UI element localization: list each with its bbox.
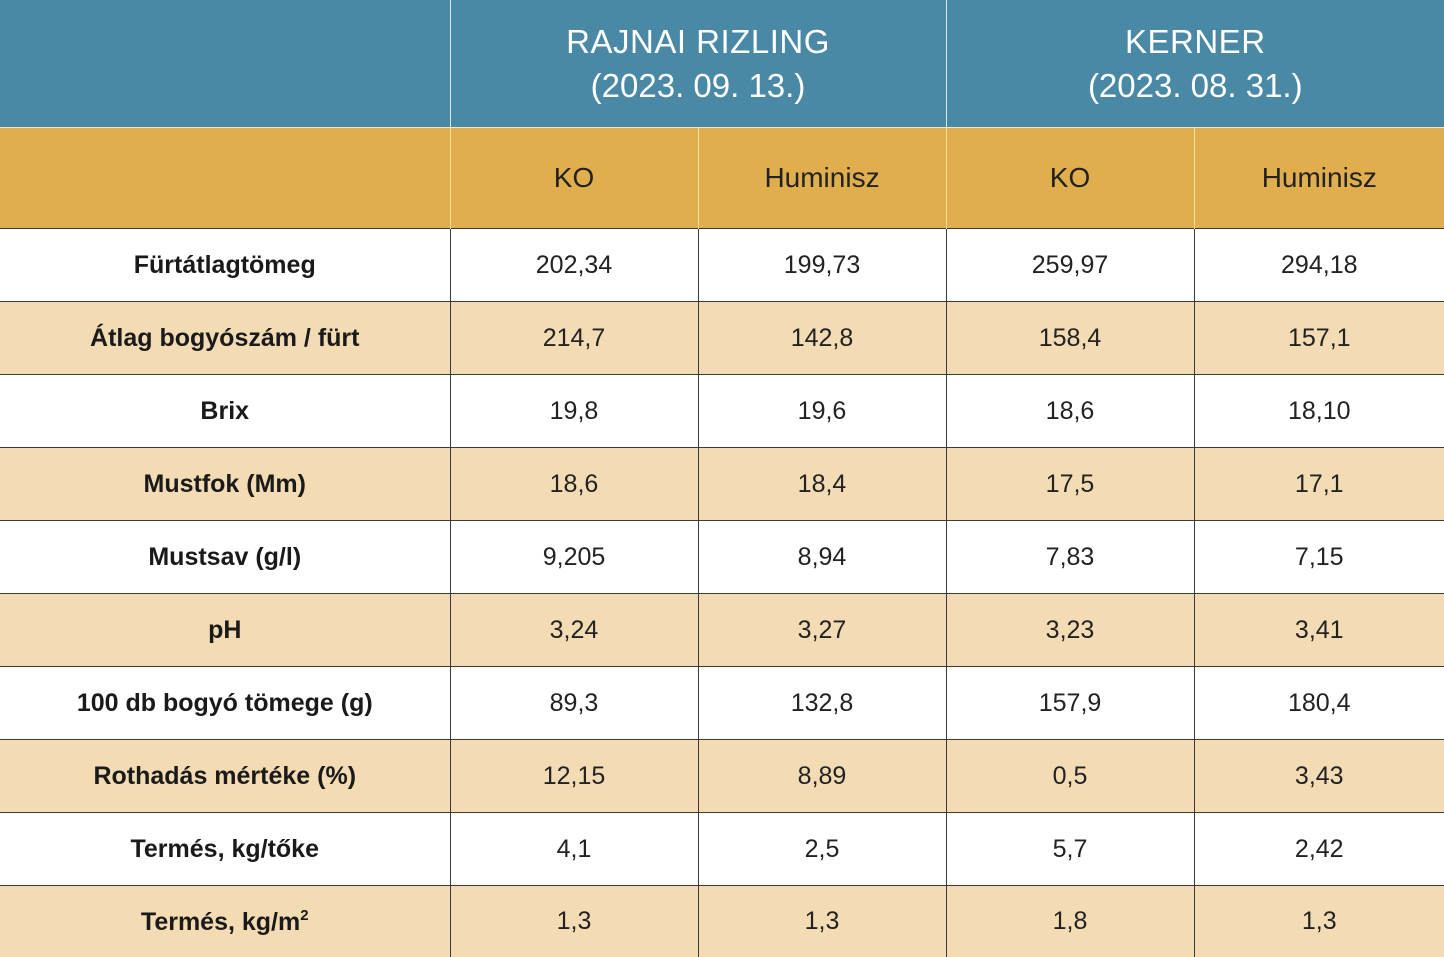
table-cell: 19,6 — [698, 375, 946, 448]
treatment-header: Huminisz — [1194, 128, 1444, 229]
table-cell: 2,5 — [698, 813, 946, 886]
table-row: Termés, kg/tőke 4,1 2,5 5,7 2,42 — [0, 813, 1444, 886]
table-cell: 17,1 — [1194, 448, 1444, 521]
table-cell: 157,9 — [946, 667, 1194, 740]
row-label: Átlag bogyószám / fürt — [0, 302, 450, 375]
variety-header-row: RAJNAI RIZLING (2023. 09. 13.) KERNER (2… — [0, 0, 1444, 128]
table-cell: 157,1 — [1194, 302, 1444, 375]
row-label: 100 db bogyó tömege (g) — [0, 667, 450, 740]
table-cell: 8,89 — [698, 740, 946, 813]
table-cell: 132,8 — [698, 667, 946, 740]
table-cell: 259,97 — [946, 229, 1194, 302]
table-row: Fürtátlagtömeg 202,34 199,73 259,97 294,… — [0, 229, 1444, 302]
treatment-header: KO — [946, 128, 1194, 229]
row-label: pH — [0, 594, 450, 667]
variety-header-kerner: KERNER (2023. 08. 31.) — [946, 0, 1444, 128]
table-cell: 1,3 — [450, 886, 698, 957]
table-cell: 3,23 — [946, 594, 1194, 667]
superscript: 2 — [300, 907, 308, 924]
table-row: Termés, kg/m2 1,3 1,3 1,8 1,3 — [0, 886, 1444, 957]
row-label: Termés, kg/m2 — [0, 886, 450, 957]
table-cell: 294,18 — [1194, 229, 1444, 302]
table-cell: 4,1 — [450, 813, 698, 886]
table-row: Mustsav (g/l) 9,205 8,94 7,83 7,15 — [0, 521, 1444, 594]
table-cell: 7,15 — [1194, 521, 1444, 594]
variety-header-rajnai-rizling: RAJNAI RIZLING (2023. 09. 13.) — [450, 0, 946, 128]
corner-cell — [0, 0, 450, 128]
variety-name: RAJNAI RIZLING — [451, 20, 946, 64]
table-cell: 1,8 — [946, 886, 1194, 957]
corner-cell — [0, 128, 450, 229]
variety-date: (2023. 09. 13.) — [451, 64, 946, 108]
table-cell: 19,8 — [450, 375, 698, 448]
row-label: Rothadás mértéke (%) — [0, 740, 450, 813]
variety-date: (2023. 08. 31.) — [947, 64, 1444, 108]
table-cell: 9,205 — [450, 521, 698, 594]
table-cell: 89,3 — [450, 667, 698, 740]
table-cell: 214,7 — [450, 302, 698, 375]
table-cell: 158,4 — [946, 302, 1194, 375]
table-cell: 142,8 — [698, 302, 946, 375]
table-row: 100 db bogyó tömege (g) 89,3 132,8 157,9… — [0, 667, 1444, 740]
row-label: Brix — [0, 375, 450, 448]
table-row: Mustfok (Mm) 18,6 18,4 17,5 17,1 — [0, 448, 1444, 521]
table-cell: 199,73 — [698, 229, 946, 302]
table-cell: 2,42 — [1194, 813, 1444, 886]
table-cell: 0,5 — [946, 740, 1194, 813]
table-cell: 18,6 — [450, 448, 698, 521]
table-cell: 17,5 — [946, 448, 1194, 521]
table-cell: 3,41 — [1194, 594, 1444, 667]
table-cell: 8,94 — [698, 521, 946, 594]
row-label: Mustfok (Mm) — [0, 448, 450, 521]
table-cell: 1,3 — [698, 886, 946, 957]
table-cell: 3,24 — [450, 594, 698, 667]
row-label-text: Termés, kg/m — [141, 908, 300, 936]
table-row: pH 3,24 3,27 3,23 3,41 — [0, 594, 1444, 667]
table-cell: 7,83 — [946, 521, 1194, 594]
variety-name: KERNER — [947, 20, 1444, 64]
row-label: Fürtátlagtömeg — [0, 229, 450, 302]
table-cell: 3,27 — [698, 594, 946, 667]
table-cell: 18,4 — [698, 448, 946, 521]
treatment-header-row: KO Huminisz KO Huminisz — [0, 128, 1444, 229]
table-cell: 5,7 — [946, 813, 1194, 886]
table-cell: 202,34 — [450, 229, 698, 302]
row-label: Mustsav (g/l) — [0, 521, 450, 594]
table-cell: 180,4 — [1194, 667, 1444, 740]
table-cell: 18,6 — [946, 375, 1194, 448]
table-row: Átlag bogyószám / fürt 214,7 142,8 158,4… — [0, 302, 1444, 375]
table-cell: 3,43 — [1194, 740, 1444, 813]
table-row: Rothadás mértéke (%) 12,15 8,89 0,5 3,43 — [0, 740, 1444, 813]
treatment-header: Huminisz — [698, 128, 946, 229]
row-label: Termés, kg/tőke — [0, 813, 450, 886]
treatment-header: KO — [450, 128, 698, 229]
table-cell: 12,15 — [450, 740, 698, 813]
table-row: Brix 19,8 19,6 18,6 18,10 — [0, 375, 1444, 448]
table-cell: 18,10 — [1194, 375, 1444, 448]
table-cell: 1,3 — [1194, 886, 1444, 957]
